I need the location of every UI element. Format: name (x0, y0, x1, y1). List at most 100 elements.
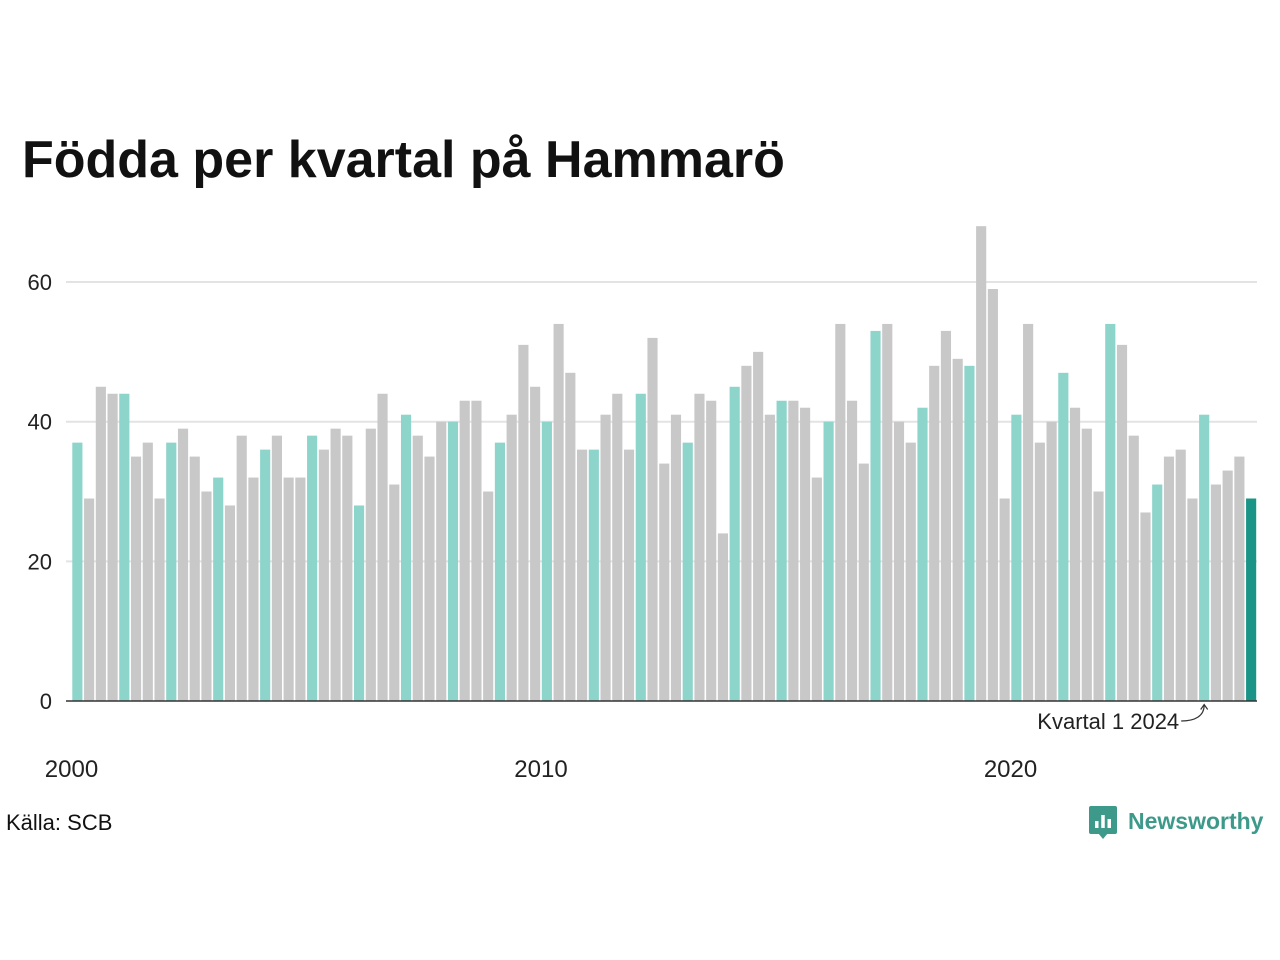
bar (647, 337, 658, 701)
bar (964, 365, 975, 701)
bar (999, 498, 1010, 701)
logo-icon-bar (1095, 821, 1099, 828)
bar (823, 421, 834, 701)
bar (1128, 435, 1139, 701)
bar (518, 344, 529, 701)
logo-icon-bar (1107, 819, 1111, 828)
bar (729, 386, 740, 701)
annotation-label: Kvartal 1 2024 (1037, 709, 1179, 734)
bar (236, 435, 247, 701)
bar (459, 400, 470, 701)
bar (1093, 491, 1104, 701)
bar (177, 428, 189, 701)
bar (846, 400, 858, 701)
bar (119, 393, 130, 701)
bar (753, 351, 764, 701)
annotation-arrowhead (1200, 703, 1209, 710)
bar (307, 435, 318, 701)
bar (1105, 323, 1116, 701)
bar (471, 400, 482, 701)
bar (870, 330, 881, 701)
bar (1234, 456, 1245, 701)
newsworthy-logo: Newsworthy (1089, 806, 1269, 840)
annotation-arrow (1181, 704, 1205, 722)
bar (905, 442, 916, 701)
bar (107, 393, 118, 701)
bar (213, 477, 224, 701)
bar (987, 289, 998, 701)
bar (224, 505, 236, 701)
bar (588, 449, 599, 701)
bar (318, 449, 329, 701)
bar (776, 400, 787, 701)
bar (283, 477, 294, 701)
y-tick-label: 60 (28, 270, 52, 295)
bar (72, 442, 83, 701)
y-tick-label: 20 (28, 549, 52, 574)
x-tick-label: 2020 (984, 756, 1037, 783)
bar (95, 386, 106, 701)
bar (858, 463, 869, 701)
bar (635, 393, 646, 701)
bar (483, 491, 494, 701)
bar (764, 414, 775, 701)
bar (1246, 498, 1257, 701)
bar (1187, 498, 1198, 701)
bar (706, 400, 717, 701)
bar (893, 421, 905, 701)
bar (260, 449, 271, 701)
bar (741, 365, 752, 701)
bar (84, 498, 95, 701)
bar (541, 421, 552, 701)
bar (1011, 414, 1022, 701)
bar (201, 491, 212, 701)
bar (1023, 323, 1034, 701)
bar (377, 393, 388, 701)
bar (166, 442, 177, 701)
bar (365, 428, 376, 701)
y-tick-label: 0 (40, 689, 52, 714)
bar (1140, 512, 1151, 701)
bar (1046, 421, 1057, 701)
bar (940, 330, 952, 701)
logo-icon-bar (1101, 815, 1105, 828)
bar (330, 428, 341, 701)
bar (447, 421, 459, 701)
bar (1222, 470, 1233, 701)
bar (1070, 407, 1081, 701)
bar (1210, 484, 1221, 701)
bar (623, 449, 635, 701)
bar (577, 449, 588, 701)
bar (811, 477, 822, 701)
bar (248, 477, 259, 701)
bar (130, 456, 142, 701)
bar (929, 365, 940, 701)
bar (882, 323, 893, 701)
bar (189, 456, 200, 701)
bar (412, 435, 423, 701)
bar (494, 442, 505, 701)
y-tick-label: 40 (28, 410, 52, 435)
bar (976, 226, 987, 702)
bar (694, 393, 705, 701)
bar (682, 442, 693, 701)
bar (659, 463, 670, 701)
bar (800, 407, 811, 701)
bar (952, 358, 963, 701)
bar (154, 498, 165, 701)
logo-text: Newsworthy (1128, 808, 1264, 834)
bar (1163, 456, 1175, 701)
bar (600, 414, 611, 701)
logo-icon-tail (1098, 833, 1108, 839)
bar (917, 407, 928, 701)
bar (717, 533, 729, 701)
bar (565, 372, 576, 701)
bar (530, 386, 541, 701)
bar (670, 414, 682, 701)
newsworthy-chart-bubble-icon (1089, 806, 1117, 839)
bar (506, 414, 517, 701)
bar (835, 323, 846, 701)
bars (72, 226, 1257, 702)
